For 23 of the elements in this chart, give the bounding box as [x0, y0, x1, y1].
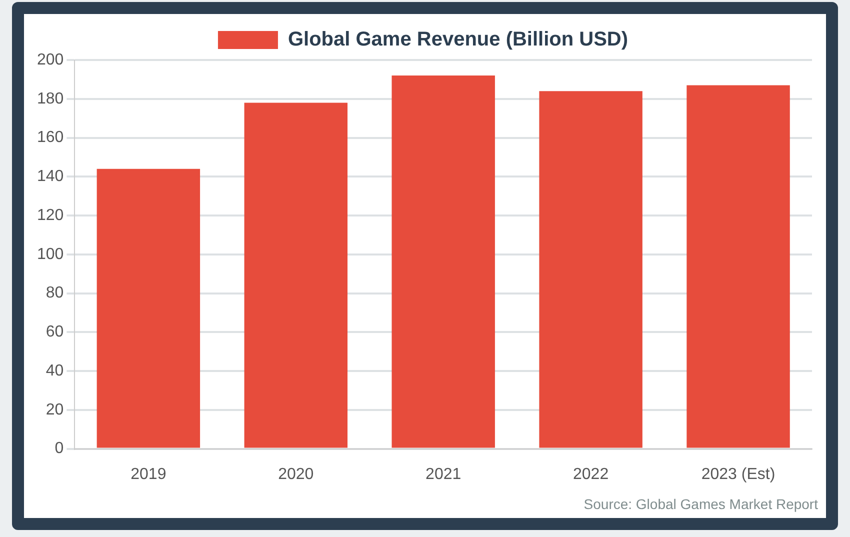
x-tick-label: 2023 (Est)	[701, 466, 776, 483]
x-tick-label: 2021	[426, 466, 462, 483]
bar	[539, 91, 642, 448]
y-tick-label: 0	[54, 440, 64, 458]
source-note: Source: Global Games Market Report	[584, 496, 818, 512]
x-tick-label: 2020	[278, 466, 314, 483]
legend-label: Global Game Revenue (Billion USD)	[288, 28, 628, 51]
y-tick-label: 60	[46, 324, 64, 341]
y-tick-label: 140	[36, 168, 64, 186]
bar	[96, 168, 200, 448]
y-tick-label: 160	[36, 129, 64, 146]
bar	[686, 85, 790, 448]
y-tick-label: 40	[46, 362, 64, 380]
y-tick-label: 180	[36, 90, 64, 108]
y-tick-label: 20	[46, 401, 64, 418]
x-tick-label: 2022	[573, 466, 609, 483]
y-tick-label: 80	[46, 284, 64, 302]
y-tick-label: 200	[36, 51, 64, 68]
y-tick-label: 100	[36, 246, 64, 263]
x-tick-label: 2019	[130, 466, 166, 483]
bar	[392, 76, 495, 448]
bar	[244, 102, 348, 448]
y-tick-label: 120	[36, 206, 64, 224]
